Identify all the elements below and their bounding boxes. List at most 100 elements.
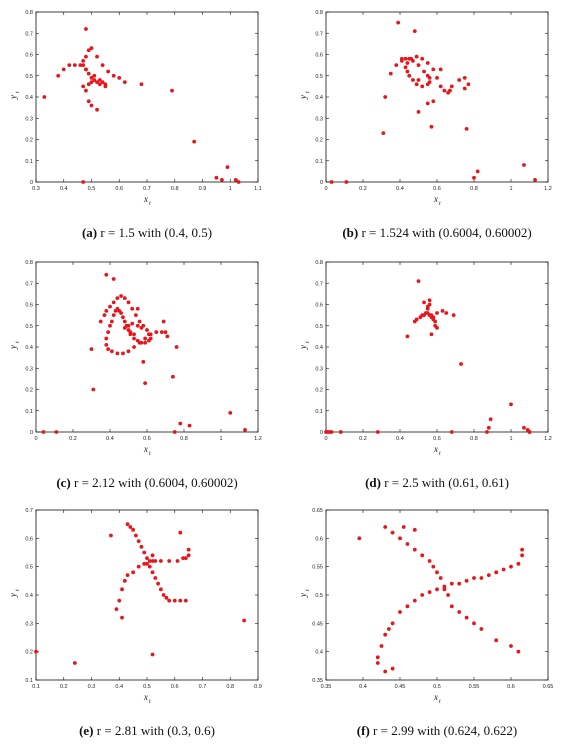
data-point xyxy=(412,527,417,532)
data-point xyxy=(145,328,149,332)
data-point xyxy=(438,576,443,580)
data-point xyxy=(494,570,499,575)
x-tick-label: 0.45 xyxy=(395,684,406,690)
data-point xyxy=(61,67,66,72)
data-point xyxy=(464,126,469,131)
data-point xyxy=(104,342,109,347)
data-point xyxy=(405,61,410,65)
data-point xyxy=(236,180,241,184)
data-point xyxy=(459,362,463,366)
data-point xyxy=(145,561,149,566)
data-point xyxy=(509,564,513,569)
y-axis-label-sub: t xyxy=(15,341,21,343)
data-point xyxy=(106,347,111,352)
data-point xyxy=(34,649,38,654)
data-point xyxy=(422,300,426,305)
y-tick-label: 0.1 xyxy=(25,159,33,165)
x-tick-label: 1.2 xyxy=(254,436,262,442)
data-point xyxy=(89,75,94,80)
x-axis-label: x xyxy=(143,692,148,702)
data-point xyxy=(183,598,188,603)
data-point xyxy=(54,430,59,434)
data-point xyxy=(95,107,99,112)
data-point xyxy=(153,559,158,563)
y-tick-label: 0.7 xyxy=(25,508,33,514)
data-point xyxy=(109,533,113,538)
panel-b: 0 0.2 0.4 0.6 0.8 1 1.2 0 0.1 0.2 0.3 0.4 0.5 0.6 0.7 0… xyxy=(298,10,552,240)
data-point xyxy=(427,298,432,303)
data-point xyxy=(387,627,391,631)
x-tick-label: 0.4 xyxy=(396,186,404,192)
data-point xyxy=(440,308,445,313)
y-axis-label-sub: t xyxy=(15,91,21,93)
y-tick-label: 0.4 xyxy=(25,95,33,101)
y-tick-label: 0.7 xyxy=(315,31,323,37)
data-point xyxy=(399,56,404,61)
x-axis-label: x xyxy=(433,194,438,204)
data-point xyxy=(122,325,127,330)
data-point xyxy=(141,359,146,364)
data-point xyxy=(435,311,439,315)
data-point xyxy=(56,73,61,78)
data-point xyxy=(427,559,432,563)
data-point xyxy=(164,595,169,600)
data-point xyxy=(375,661,380,665)
y-tick-label: 0.7 xyxy=(315,281,323,287)
panel-caption-text: r = 2.12 with (0.6004, 0.60002) xyxy=(74,475,238,490)
data-point xyxy=(130,306,135,311)
data-point xyxy=(457,581,462,586)
plot-frame xyxy=(325,11,549,183)
data-point xyxy=(42,95,47,99)
panel-e: 0.1 0.2 0.3 0.4 0.5 0.6 0.7 0.8 0.9 0.1 0.2 0.3 0.4 0… xyxy=(8,508,262,738)
data-point xyxy=(41,430,46,434)
y-tick-label: 0.8 xyxy=(315,10,323,16)
y-axis-label: y xyxy=(298,593,308,598)
data-point xyxy=(414,317,419,322)
data-point xyxy=(109,349,114,354)
data-point xyxy=(414,82,419,87)
data-point xyxy=(520,553,524,558)
x-tick-label: 0.4 xyxy=(106,436,114,442)
data-point xyxy=(431,564,436,569)
data-point xyxy=(147,564,152,569)
data-point xyxy=(438,67,443,72)
data-point xyxy=(150,652,155,657)
data-point xyxy=(131,527,136,532)
data-point xyxy=(89,347,94,352)
y-tick-label: 0.5 xyxy=(25,324,33,330)
panel-f: 0.35 0.4 0.45 0.5 0.55 0.6 0.65 0.35 0.4 0.45 0.5 0… xyxy=(298,508,553,738)
data-point xyxy=(449,604,454,609)
data-point xyxy=(156,581,161,586)
data-point xyxy=(92,73,97,78)
x-axis-label: x xyxy=(143,444,148,454)
data-point xyxy=(442,88,447,93)
data-point xyxy=(403,56,408,61)
data-point xyxy=(148,332,153,337)
data-point xyxy=(501,567,506,572)
data-point xyxy=(122,319,127,324)
y-tick-label: 0.45 xyxy=(312,621,323,627)
data-point xyxy=(119,294,123,298)
data-point xyxy=(486,573,491,578)
data-point xyxy=(153,576,158,580)
data-point xyxy=(143,381,148,386)
x-tick-label: 0.6 xyxy=(171,684,179,690)
data-point xyxy=(103,84,108,89)
data-point xyxy=(178,598,183,603)
y-tick-label: 0.7 xyxy=(25,281,33,287)
data-point xyxy=(405,542,410,546)
data-point xyxy=(95,54,99,59)
data-point xyxy=(104,272,109,277)
x-tick-label: 0.4 xyxy=(60,186,68,192)
y-tick-label: 0.5 xyxy=(315,324,323,330)
data-point xyxy=(429,124,434,129)
y-axis-label-sub: t xyxy=(305,91,311,93)
data-point xyxy=(485,430,489,434)
x-tick-label: 0.1 xyxy=(32,684,40,690)
data-point xyxy=(405,604,410,609)
data-point xyxy=(457,78,462,82)
x-tick-label: 0.4 xyxy=(359,684,367,690)
data-point xyxy=(134,533,138,538)
data-point xyxy=(143,336,148,341)
data-point xyxy=(131,570,136,575)
